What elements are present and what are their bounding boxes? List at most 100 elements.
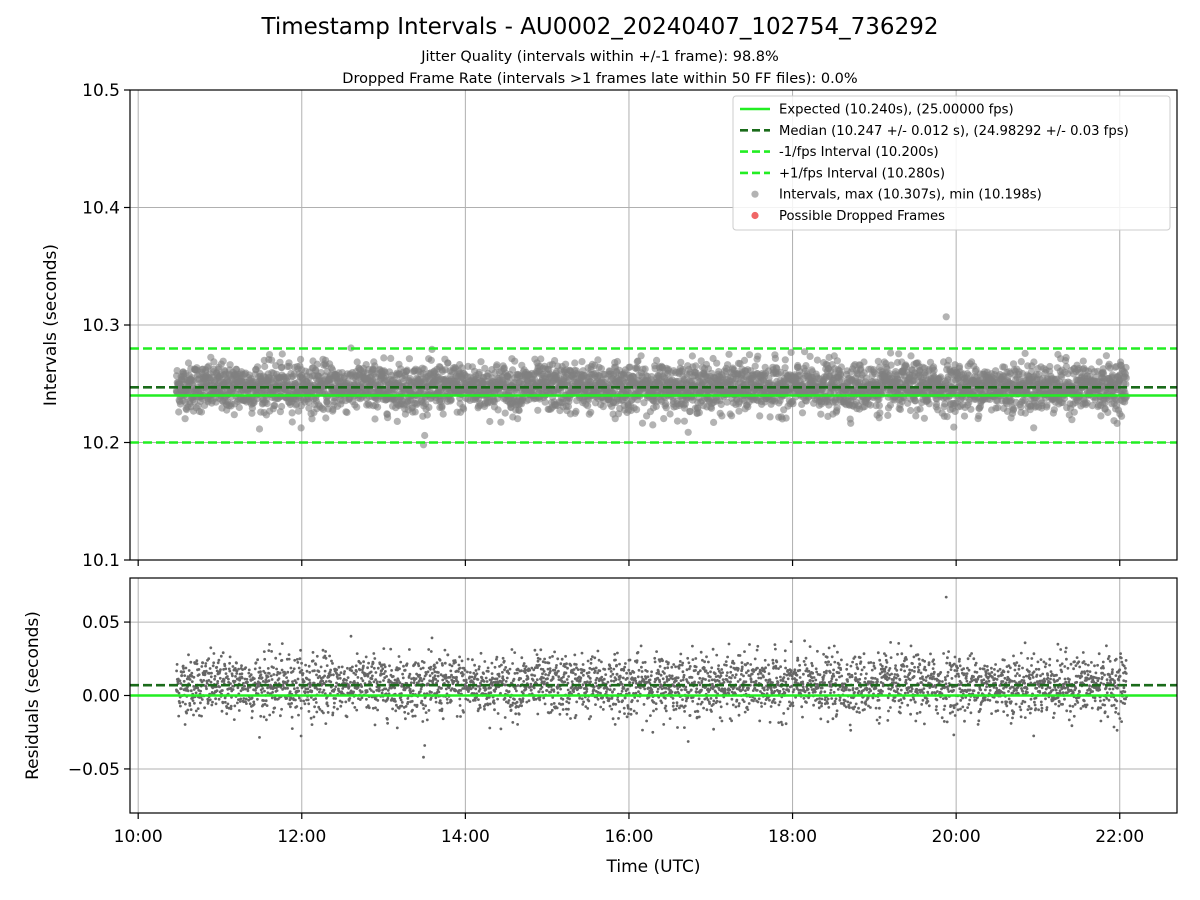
residual-point bbox=[211, 664, 215, 668]
residual-point bbox=[310, 689, 314, 693]
interval-point bbox=[798, 409, 807, 417]
residual-point bbox=[322, 688, 326, 692]
residual-point bbox=[373, 723, 377, 727]
residual-point bbox=[331, 711, 335, 715]
residual-point bbox=[332, 705, 336, 709]
residual-point bbox=[306, 690, 310, 694]
residual-point bbox=[309, 716, 313, 720]
residual-point bbox=[349, 634, 353, 638]
residual-point bbox=[213, 674, 217, 678]
interval-point bbox=[393, 417, 401, 425]
residual-point bbox=[400, 701, 404, 704]
residual-point bbox=[297, 689, 301, 693]
residual-point bbox=[226, 702, 230, 706]
residual-point bbox=[398, 681, 402, 685]
residual-point bbox=[372, 666, 376, 670]
residual-point bbox=[206, 700, 210, 703]
residual-point bbox=[315, 673, 318, 677]
residual-point bbox=[210, 703, 214, 707]
residual-point bbox=[284, 672, 287, 676]
interval-point bbox=[1104, 408, 1112, 417]
residual-point bbox=[367, 706, 371, 710]
residual-point bbox=[390, 669, 393, 672]
residual-point bbox=[350, 669, 354, 673]
residual-point bbox=[194, 691, 198, 695]
interval-point bbox=[817, 410, 825, 418]
residual-point bbox=[302, 680, 306, 684]
residual-point bbox=[285, 676, 288, 679]
interval-point bbox=[975, 412, 983, 420]
residual-point bbox=[182, 670, 186, 674]
interval-point bbox=[847, 419, 855, 427]
residual-point bbox=[245, 702, 248, 705]
residual-point bbox=[252, 702, 256, 706]
interval-point bbox=[771, 354, 780, 362]
residual-point bbox=[247, 668, 251, 672]
interval-point bbox=[387, 354, 395, 362]
interval-point bbox=[666, 410, 674, 418]
residual-point bbox=[258, 736, 261, 739]
residual-point bbox=[371, 661, 375, 665]
residual-point bbox=[179, 704, 182, 708]
interval-point bbox=[875, 402, 884, 410]
interval-point bbox=[806, 352, 814, 360]
residual-point bbox=[312, 715, 316, 719]
residual-point bbox=[250, 716, 254, 720]
residual-point bbox=[219, 668, 222, 671]
interval-point bbox=[551, 357, 559, 365]
residual-point bbox=[266, 686, 269, 690]
residual-point bbox=[179, 682, 183, 685]
chart-title: Timestamp Intervals - AU0002_20240407_10… bbox=[261, 14, 939, 40]
residual-point bbox=[355, 708, 359, 712]
residual-point bbox=[319, 665, 323, 669]
interval-point bbox=[945, 356, 953, 364]
residual-point bbox=[324, 650, 327, 653]
interval-point bbox=[1079, 357, 1087, 365]
interval-point bbox=[420, 365, 428, 373]
residual-point bbox=[403, 668, 407, 672]
interval-point bbox=[895, 350, 903, 358]
interval-point bbox=[695, 409, 703, 417]
residual-point bbox=[214, 702, 218, 706]
residual-point bbox=[290, 702, 293, 705]
interval-point bbox=[501, 409, 509, 417]
residual-point bbox=[304, 690, 307, 694]
interval-point bbox=[571, 359, 579, 367]
interval-point bbox=[230, 411, 238, 419]
residual-point bbox=[209, 646, 213, 650]
interval-point bbox=[184, 359, 193, 367]
interval-point bbox=[1021, 349, 1029, 357]
residual-point bbox=[297, 713, 300, 717]
residual-point bbox=[224, 667, 228, 671]
residual-point bbox=[216, 680, 220, 683]
residual-point bbox=[182, 667, 185, 670]
residual-point bbox=[179, 687, 183, 690]
residual-point bbox=[279, 714, 282, 718]
residual-point bbox=[205, 682, 209, 685]
interval-point bbox=[1068, 416, 1076, 424]
residual-point bbox=[221, 651, 225, 655]
residual-point bbox=[376, 666, 380, 670]
residual-point bbox=[263, 657, 267, 661]
interval-point bbox=[652, 402, 660, 410]
interval-point bbox=[887, 349, 895, 357]
residual-point bbox=[374, 678, 378, 681]
interval-point bbox=[662, 404, 670, 412]
residual-point bbox=[261, 687, 265, 690]
interval-point bbox=[725, 350, 733, 358]
residual-point bbox=[222, 678, 226, 682]
interval-point bbox=[1118, 412, 1126, 420]
residual-point bbox=[391, 707, 394, 711]
residual-point bbox=[335, 672, 339, 676]
residual-point bbox=[313, 669, 316, 673]
residual-point bbox=[267, 649, 271, 652]
residual-point bbox=[222, 668, 226, 671]
residual-point bbox=[251, 709, 254, 713]
residual-point bbox=[228, 655, 232, 659]
interval-point bbox=[920, 414, 929, 422]
residual-point bbox=[308, 671, 312, 674]
interval-point bbox=[534, 406, 542, 414]
interval-point bbox=[649, 421, 657, 429]
interval-point bbox=[943, 413, 951, 421]
residual-point bbox=[353, 706, 357, 709]
